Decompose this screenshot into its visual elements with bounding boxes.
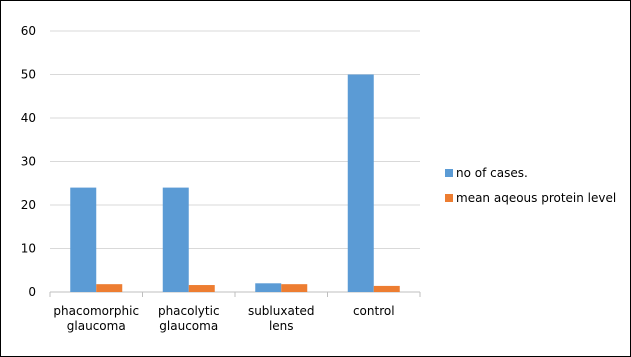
bars bbox=[70, 74, 400, 292]
x-category-label: phacolytic bbox=[158, 304, 220, 318]
x-category-label: glaucoma bbox=[67, 319, 126, 333]
y-tick-label: 30 bbox=[21, 155, 36, 169]
bar bbox=[96, 284, 123, 292]
y-tick-label: 40 bbox=[21, 111, 36, 125]
y-tick-label: 0 bbox=[28, 285, 36, 299]
labels: 0102030405060phacomorphicglaucomaphacoly… bbox=[21, 24, 395, 333]
y-tick-label: 50 bbox=[21, 68, 36, 82]
legend-label: mean aqeous protein level bbox=[456, 191, 616, 205]
bar bbox=[188, 285, 215, 292]
bar bbox=[281, 284, 308, 292]
x-category-label: control bbox=[353, 304, 395, 318]
x-category-label: glaucoma bbox=[159, 319, 218, 333]
y-tick-label: 10 bbox=[21, 242, 36, 256]
legend-label: no of cases. bbox=[456, 166, 528, 180]
bar bbox=[347, 74, 374, 292]
x-category-label: lens bbox=[269, 319, 294, 333]
legend-swatch bbox=[445, 194, 453, 202]
y-tick-label: 20 bbox=[21, 198, 36, 212]
bar bbox=[255, 283, 282, 292]
bar bbox=[162, 187, 189, 292]
axes bbox=[49, 291, 421, 297]
x-category-label: phacomorphic bbox=[53, 304, 139, 318]
bar bbox=[70, 187, 97, 292]
x-category-label: subluxated bbox=[248, 304, 315, 318]
bar bbox=[373, 285, 400, 292]
legend-swatch bbox=[445, 169, 453, 177]
legend: no of cases. mean aqeous protein level bbox=[445, 166, 616, 205]
y-tick-label: 60 bbox=[21, 24, 36, 38]
